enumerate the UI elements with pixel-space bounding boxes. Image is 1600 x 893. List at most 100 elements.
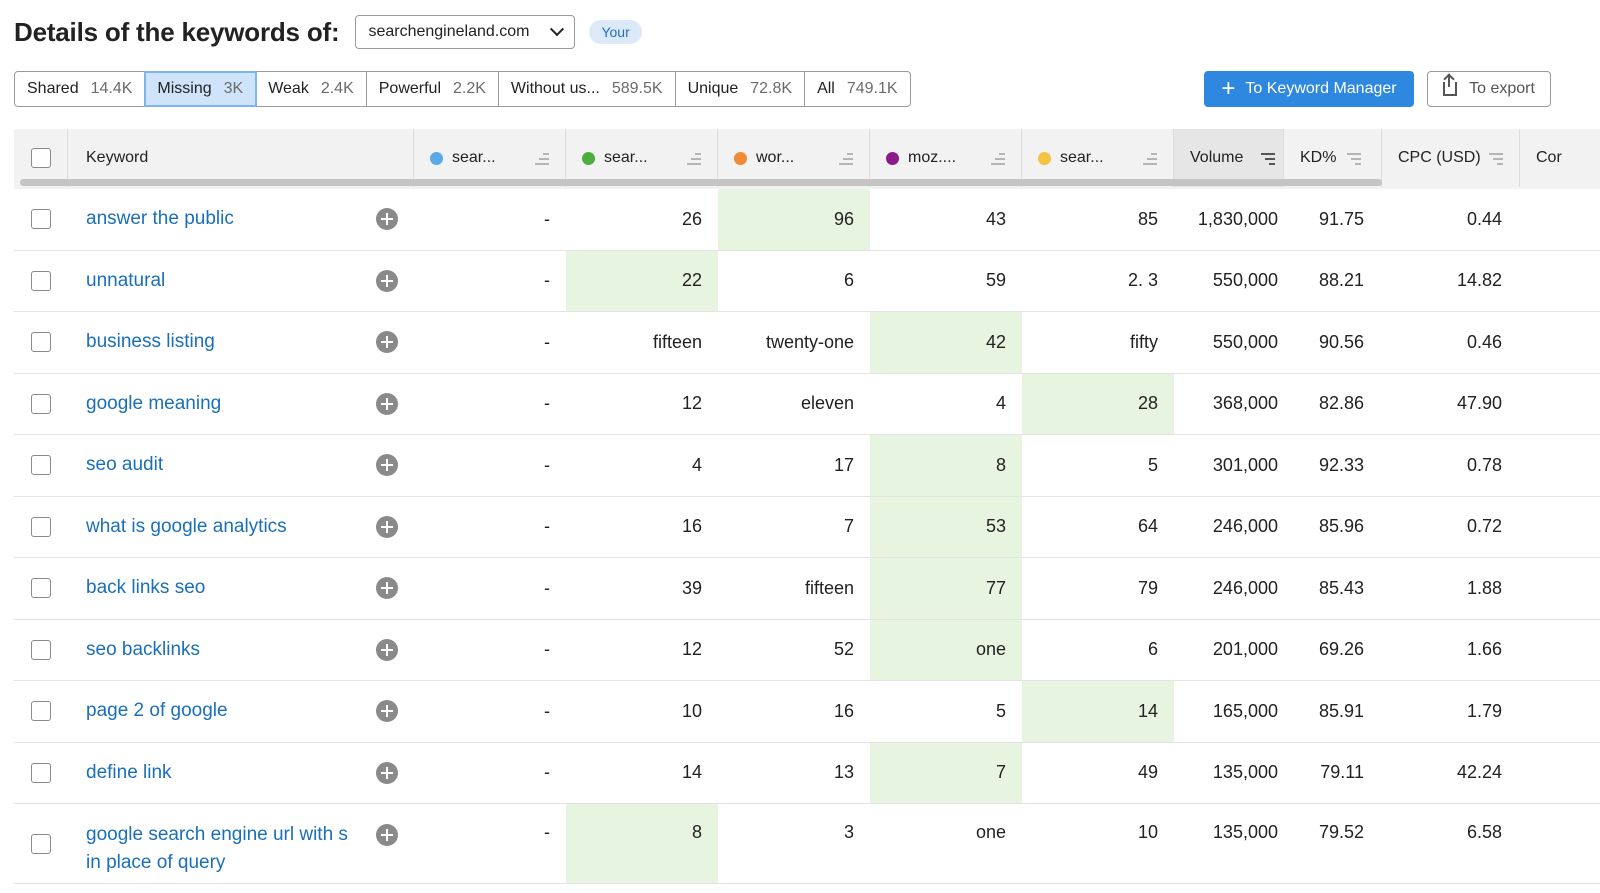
sort-icon[interactable]: [1489, 153, 1503, 165]
domain-4-position: 43: [985, 208, 1006, 229]
add-to-list-icon[interactable]: [376, 331, 398, 354]
add-to-list-icon[interactable]: [376, 208, 398, 231]
keyword-link[interactable]: what is google analytics: [86, 515, 287, 537]
sort-icon[interactable]: [1143, 153, 1157, 165]
sort-icon[interactable]: [535, 153, 549, 165]
add-to-list-icon[interactable]: [376, 638, 398, 661]
table-row: back links seo - 39 fifteen 77 79 246,00…: [14, 558, 1600, 620]
keyword-link[interactable]: unnatural: [86, 269, 166, 291]
domain-1-position: -: [544, 454, 550, 475]
row-checkbox-cell: [14, 189, 68, 250]
keyword-link[interactable]: answer the public: [86, 208, 234, 230]
sort-desc-icon[interactable]: [1261, 153, 1275, 165]
column-domain-1[interactable]: sear...: [414, 129, 566, 187]
domain-2-position: 14: [681, 762, 702, 783]
column-domain-5[interactable]: sear...: [1022, 129, 1174, 187]
kd-cell: 79.11: [1320, 762, 1364, 783]
horizontal-scrollbar[interactable]: [20, 179, 1382, 186]
keyword-cell: define link: [68, 743, 414, 804]
domain-5-position: 2. 3: [1127, 270, 1158, 291]
column-keyword[interactable]: Keyword: [68, 129, 414, 187]
domain-3-position: 52: [833, 639, 854, 660]
row-checkbox[interactable]: [31, 701, 51, 722]
row-checkbox[interactable]: [31, 270, 51, 291]
tab-shared[interactable]: Shared 14.4K: [15, 72, 146, 106]
domain-4-position: 5: [995, 700, 1006, 721]
row-checkbox-cell: [14, 743, 68, 804]
sort-icon[interactable]: [1347, 153, 1361, 165]
keyword-cell: back links seo: [68, 558, 414, 619]
keyword-link[interactable]: define link: [86, 761, 172, 783]
kd-cell: 90.56: [1318, 331, 1364, 352]
row-checkbox[interactable]: [31, 639, 51, 660]
add-to-list-icon[interactable]: [376, 824, 398, 846]
column-domain-4[interactable]: moz....: [870, 129, 1022, 187]
volume-cell: 246,000: [1212, 577, 1278, 598]
tab-unique[interactable]: Unique 72.8K: [676, 72, 806, 106]
add-to-list-icon[interactable]: [376, 515, 398, 538]
keyword-link[interactable]: google search engine url with s in place…: [86, 824, 348, 873]
domain-select[interactable]: searchengineland.com: [355, 15, 576, 49]
sort-icon[interactable]: [991, 153, 1005, 165]
add-to-list-icon[interactable]: [376, 392, 398, 415]
row-checkbox[interactable]: [31, 516, 51, 537]
table-row: unnatural - 22 6 59 2. 3 550,000 88.21 1…: [14, 250, 1600, 312]
column-cpc[interactable]: CPC (USD): [1382, 129, 1520, 187]
plus-icon: +: [1221, 75, 1236, 102]
cpc-cell: 0.78: [1466, 454, 1502, 475]
sort-icon[interactable]: [839, 153, 853, 165]
column-competition[interactable]: Cor: [1536, 149, 1562, 166]
export-button[interactable]: To export: [1427, 71, 1551, 107]
volume-cell: 135,000: [1212, 822, 1278, 842]
column-volume[interactable]: Volume: [1174, 129, 1284, 187]
keyword-cell: google search engine url with s in place…: [68, 804, 414, 883]
add-to-list-icon[interactable]: [376, 577, 398, 600]
add-to-list-icon[interactable]: [376, 761, 398, 784]
row-checkbox[interactable]: [31, 332, 51, 353]
row-checkbox[interactable]: [31, 455, 51, 476]
domain-2-position: 8: [566, 804, 718, 883]
domain-3-position: 3: [843, 822, 854, 842]
domain-5-position: 85: [1137, 208, 1158, 229]
column-kd[interactable]: KD%: [1284, 129, 1382, 187]
row-checkbox[interactable]: [31, 578, 51, 599]
keyword-cell: what is google analytics: [68, 497, 414, 558]
row-checkbox-cell: [14, 312, 68, 373]
sort-icon[interactable]: [687, 153, 701, 165]
row-checkbox[interactable]: [31, 209, 51, 230]
chevron-down-icon: [550, 22, 565, 37]
domain-4-color-dot: [886, 151, 899, 165]
keyword-link[interactable]: back links seo: [86, 577, 206, 599]
add-to-list-icon[interactable]: [376, 700, 398, 723]
domain-3-color-dot: [734, 151, 747, 165]
tab-all[interactable]: All 749.1K: [817, 80, 898, 97]
domain-3-position: 13: [833, 762, 854, 783]
your-badge: Your: [589, 20, 642, 44]
column-domain-2[interactable]: sear...: [566, 129, 718, 187]
kd-cell: 82.86: [1318, 393, 1364, 414]
tab-powerful[interactable]: Powerful 2.2K: [367, 72, 499, 106]
to-keyword-manager-button[interactable]: + To Keyword Manager: [1204, 71, 1414, 107]
keyword-link[interactable]: business listing: [86, 331, 215, 353]
tab-without-us[interactable]: Without us... 589.5K: [499, 72, 676, 106]
row-checkbox[interactable]: [31, 393, 51, 414]
domain-1-position: -: [544, 393, 550, 414]
domain-4-position: 7: [870, 742, 1022, 803]
keyword-link[interactable]: google meaning: [86, 392, 222, 414]
volume-cell: 368,000: [1212, 393, 1278, 414]
tab-missing[interactable]: Missing 3K: [144, 71, 258, 107]
add-to-list-icon[interactable]: [376, 454, 398, 477]
row-checkbox[interactable]: [31, 834, 51, 854]
cpc-cell: 0.46: [1466, 331, 1502, 352]
row-checkbox[interactable]: [31, 762, 51, 783]
add-to-list-icon[interactable]: [376, 269, 398, 292]
row-checkbox-cell: [14, 497, 68, 558]
keyword-link[interactable]: seo backlinks: [86, 638, 201, 660]
keyword-link[interactable]: page 2 of google: [86, 700, 228, 722]
tab-weak[interactable]: Weak 2.4K: [256, 72, 367, 106]
keyword-link[interactable]: seo audit: [86, 454, 164, 476]
select-all-checkbox[interactable]: [30, 148, 51, 168]
domain-1-position: -: [544, 208, 550, 229]
column-domain-3[interactable]: wor...: [718, 129, 870, 187]
row-checkbox-cell: [14, 804, 68, 883]
